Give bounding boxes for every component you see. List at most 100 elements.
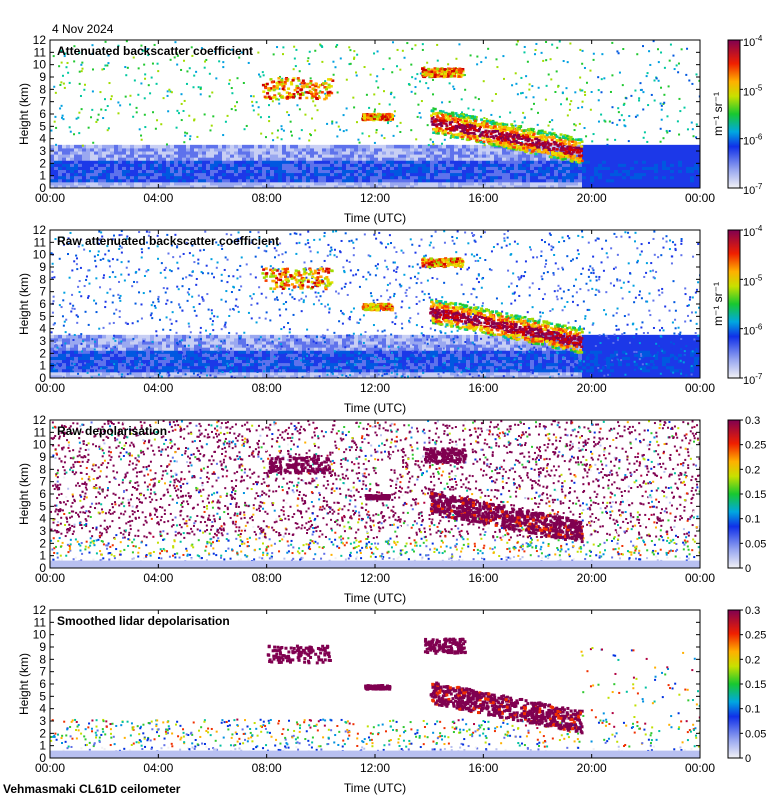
heatmap-cell <box>483 125 487 129</box>
heatmap-cell <box>574 172 578 177</box>
heatmap-cell <box>622 163 626 167</box>
heatmap-cell <box>650 157 654 161</box>
heatmap-cell <box>459 114 463 118</box>
heatmap-cell <box>542 157 546 161</box>
heatmap-cell <box>606 154 610 158</box>
heatmap-cell <box>510 163 514 167</box>
heatmap-cell <box>174 347 178 351</box>
heatmap-cell <box>106 151 110 155</box>
heatmap-cell <box>449 75 453 78</box>
heatmap-cell <box>206 175 210 180</box>
heatmap-cell <box>494 181 498 186</box>
heatmap-cell <box>468 126 472 129</box>
heatmap-cell <box>598 172 602 177</box>
heatmap-cell <box>314 163 318 167</box>
heatmap-cell <box>146 144 150 149</box>
heatmap-cell <box>376 115 380 118</box>
heatmap-cell <box>389 117 393 120</box>
heatmap-cell <box>552 132 556 135</box>
heatmap-cell <box>482 184 486 188</box>
heatmap-cell <box>618 169 622 174</box>
heatmap-cell <box>517 147 521 150</box>
heatmap-cell <box>338 151 342 155</box>
heatmap-cell <box>262 178 266 183</box>
heatmap-cell <box>69 130 72 133</box>
heatmap-cell <box>266 144 270 149</box>
heatmap-cell <box>214 166 218 170</box>
heatmap-cell <box>135 111 138 114</box>
heatmap-cell <box>597 120 600 123</box>
heatmap-cell <box>282 53 285 56</box>
heatmap-cell <box>86 374 90 378</box>
heatmap-cell <box>58 163 62 167</box>
heatmap-cell <box>314 151 318 155</box>
heatmap-cell <box>610 169 614 174</box>
heatmap-cell <box>66 337 70 342</box>
heatmap-cell <box>342 163 346 167</box>
heatmap-cell <box>537 111 540 114</box>
heatmap-cell <box>358 157 362 161</box>
heatmap-cell <box>107 54 110 57</box>
heatmap-cell <box>194 362 198 367</box>
heatmap-cell <box>471 115 475 118</box>
heatmap-cell <box>642 184 646 188</box>
heatmap-cell <box>86 178 90 183</box>
heatmap-cell <box>74 359 78 364</box>
heatmap-cell <box>383 115 387 118</box>
heatmap-cell <box>374 163 378 167</box>
heatmap-cell <box>531 85 534 88</box>
heatmap-cell <box>560 146 564 149</box>
heatmap-cell <box>122 163 126 167</box>
heatmap-cell <box>556 144 560 147</box>
heatmap-cell <box>538 172 542 177</box>
heatmap-cell <box>98 166 102 170</box>
heatmap-cell <box>54 151 58 155</box>
heatmap-cell <box>646 172 650 177</box>
heatmap-cell <box>606 175 610 180</box>
heatmap-cell <box>538 175 542 180</box>
heatmap-cell <box>166 160 170 164</box>
heatmap-cell <box>642 45 645 48</box>
heatmap-cell <box>170 154 174 158</box>
heatmap-cell <box>230 172 234 177</box>
heatmap-cell <box>436 75 440 78</box>
heatmap-cell <box>578 181 582 186</box>
heatmap-cell <box>429 138 432 141</box>
heatmap-cell <box>475 129 479 132</box>
heatmap-cell <box>414 144 418 149</box>
heatmap-cell <box>78 184 82 188</box>
heatmap-cell <box>526 135 530 139</box>
heatmap-cell <box>110 184 114 188</box>
heatmap-cell <box>474 166 478 170</box>
heatmap-cell <box>406 151 410 155</box>
heatmap-cell <box>402 151 406 155</box>
heatmap-cell <box>98 374 102 378</box>
heatmap-cell <box>394 181 398 186</box>
heatmap-cell <box>186 341 190 345</box>
heatmap-cell <box>363 114 367 117</box>
heatmap-cell <box>634 144 638 149</box>
heatmap-cell <box>286 96 290 99</box>
heatmap-cell <box>299 88 303 92</box>
heatmap-cell <box>670 160 674 164</box>
heatmap-cell <box>682 169 686 174</box>
heatmap-cell <box>390 144 394 149</box>
heatmap-cell <box>342 151 346 155</box>
heatmap-cell <box>650 151 654 155</box>
heatmap-cell <box>280 128 283 131</box>
heatmap-cell <box>466 169 470 174</box>
heatmap-cell <box>402 157 406 161</box>
heatmap-cell <box>438 169 442 174</box>
heatmap-cell <box>294 172 298 177</box>
heatmap-cell <box>91 44 94 47</box>
heatmap-cell <box>154 353 158 357</box>
heatmap-cell <box>98 144 102 149</box>
heatmap-cell <box>94 350 98 354</box>
heatmap-cell <box>170 368 174 373</box>
heatmap-cell <box>186 362 190 367</box>
heatmap-cell <box>110 144 114 149</box>
heatmap-cell <box>292 68 295 71</box>
heatmap-cell <box>138 341 142 345</box>
heatmap-cell <box>642 172 646 177</box>
heatmap-cell <box>186 359 190 364</box>
